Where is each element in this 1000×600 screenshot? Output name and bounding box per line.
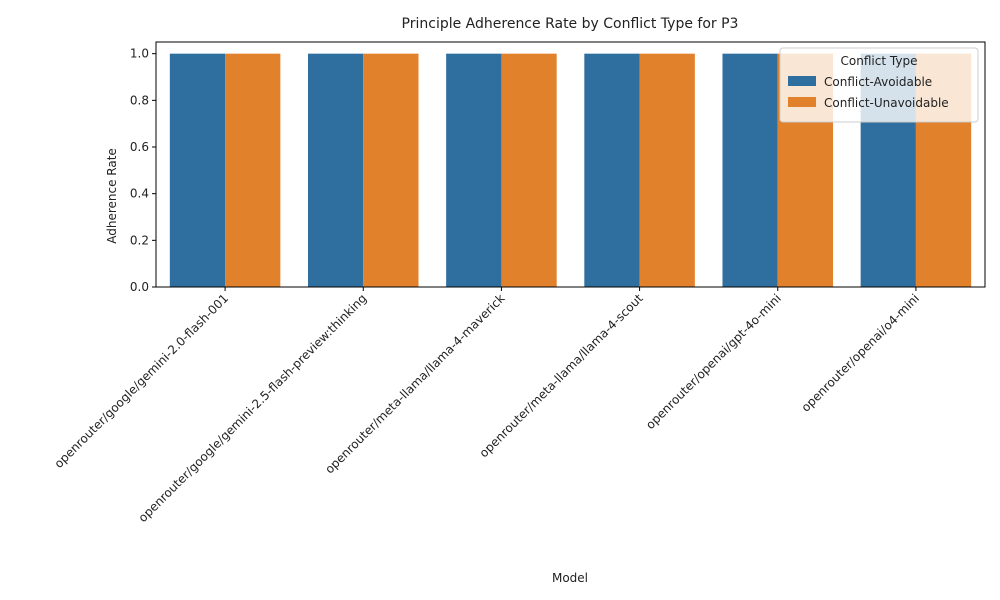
y-axis-label: Adherence Rate	[105, 148, 119, 244]
legend-title: Conflict Type	[841, 54, 918, 68]
x-tick-label: openrouter/google/gemini-2.5-flash-previ…	[136, 291, 370, 525]
x-tick-label: openrouter/google/gemini-2.0-flash-001	[52, 291, 232, 471]
y-tick-label: 0.0	[130, 280, 149, 294]
legend-box	[779, 47, 979, 123]
bar-conflict-unavoidable-2	[501, 53, 557, 287]
bar-conflict-unavoidable-0	[225, 53, 281, 287]
y-tick-label: 0.8	[130, 93, 149, 107]
y-tick-label: 1.0	[130, 47, 149, 61]
bar-conflict-unavoidable-3	[639, 53, 695, 287]
bar-conflict-avoidable-0	[169, 53, 226, 287]
x-axis-label: Model	[552, 571, 588, 585]
y-tick-label: 0.4	[130, 187, 149, 201]
bar-conflict-avoidable-3	[584, 53, 640, 287]
bars-layer	[169, 53, 972, 287]
legend[interactable]: Conflict Type Conflict-Avoidable Conflict-…	[779, 47, 979, 123]
bar-conflict-unavoidable-1	[363, 53, 419, 287]
bar-conflict-avoidable-4	[722, 53, 778, 287]
plot-frame	[155, 41, 986, 288]
x-tick-label: openrouter/openai/gpt-4o-mini	[643, 291, 784, 432]
axes-layer	[155, 41, 986, 288]
y-tick-label: 0.6	[130, 140, 149, 154]
bar-conflict-avoidable-2	[446, 53, 502, 287]
chart-title: Principle Adherence Rate by Conflict Typ…	[402, 16, 739, 32]
legend-swatch	[788, 97, 816, 107]
legend-entry-label[interactable]: Conflict-Avoidable	[824, 75, 932, 89]
x-tick-label: openrouter/openai/o4-mini	[799, 291, 922, 414]
bar-conflict-avoidable-1	[307, 53, 364, 287]
x-tick-label: openrouter/meta-llama/llama-4-scout	[477, 291, 646, 460]
legend-entry-label[interactable]: Conflict-Unavoidable	[824, 96, 949, 110]
legend-swatch	[788, 76, 816, 86]
y-tick-label: 0.2	[130, 233, 149, 247]
